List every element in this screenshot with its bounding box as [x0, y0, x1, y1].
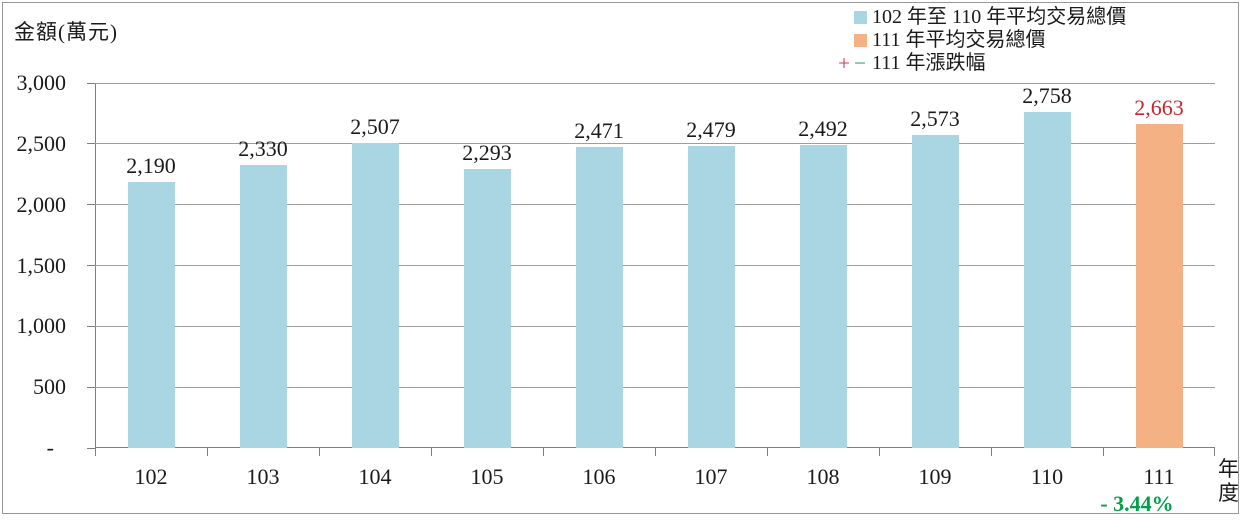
y-tick-label: 3,000 — [16, 70, 67, 95]
y-tick-mark — [87, 143, 95, 145]
x-tick-mark — [655, 448, 656, 456]
x-tick-mark — [1214, 448, 1215, 456]
x-tick-label: 106 — [582, 464, 616, 489]
plus-marker-icon: + — [838, 51, 850, 75]
x-tick-label: 107 — [694, 464, 728, 489]
x-tick-label: 102 — [134, 464, 168, 489]
gridline — [95, 82, 1215, 84]
legend-item-average-111: 111 年平均交易總價 — [836, 29, 1126, 52]
y-axis-line — [95, 83, 96, 456]
bar-year-107 — [687, 146, 735, 448]
y-tick-label: - — [46, 435, 54, 460]
y-tick-label: 2,000 — [16, 191, 67, 217]
legend-label: 111 年漲跌幅 — [872, 52, 986, 74]
x-tick-mark — [767, 448, 768, 456]
plot-area: 3,000 2,500 2,000 1,500 1,000 500 - 2,190 102 2,3… — [17, 71, 1215, 489]
x-tick-label: 104 — [358, 464, 392, 489]
bar-value-label: 2,471 — [574, 118, 624, 144]
bar-value-label: 2,573 — [910, 105, 960, 131]
x-tick-label: 108 — [806, 464, 840, 489]
y-tick-mark — [87, 447, 95, 449]
bar-year-105 — [463, 169, 511, 448]
blue-swatch-icon — [854, 11, 867, 24]
change-percent-annotation: - 3.44% — [1100, 491, 1174, 516]
gridline — [95, 325, 1215, 327]
bar-year-108 — [799, 144, 847, 448]
bar-year-109 — [911, 134, 959, 448]
x-tick-label: 103 — [246, 464, 280, 489]
bar-value-label: 2,293 — [462, 140, 512, 166]
bar-value-label: 2,492 — [798, 115, 848, 141]
x-tick-mark — [431, 448, 432, 456]
y-tick-mark — [87, 265, 95, 266]
bar-value-label: 2,758 — [1022, 83, 1072, 109]
x-axis-line — [95, 447, 1215, 448]
bar-value-label: 2,479 — [686, 117, 736, 143]
x-axis-title: 年度 — [1218, 457, 1239, 505]
gridline — [95, 204, 1215, 206]
bar-year-102 — [127, 181, 175, 448]
gridline — [95, 143, 1215, 145]
minus-marker-icon: − — [854, 51, 866, 75]
gridline — [95, 386, 1215, 388]
bar-year-106 — [575, 147, 623, 448]
y-axis-title: 金額(萬元) — [14, 20, 118, 44]
legend-label: 111 年平均交易總價 — [872, 29, 1046, 51]
bar-value-label: 2,507 — [350, 113, 400, 139]
x-tick-mark — [1103, 448, 1104, 456]
bar-year-103 — [239, 164, 287, 448]
legend-label: 102 年至 110 年平均交易總價 — [872, 6, 1127, 28]
x-tick-mark — [543, 448, 544, 456]
legend: 102 年至 110 年平均交易總價 111 年平均交易總價 + − 111 年… — [836, 6, 1126, 75]
y-tick-mark — [87, 204, 95, 206]
x-tick-mark — [319, 448, 320, 456]
y-tick-mark — [87, 386, 95, 388]
legend-item-average-102-110: 102 年至 110 年平均交易總價 — [836, 6, 1126, 29]
y-tick-mark — [87, 325, 95, 327]
x-tick-mark — [991, 448, 992, 456]
bar-value-label: 2,190 — [126, 152, 176, 178]
y-tick-label: 1,500 — [16, 252, 67, 278]
y-tick-label: 1,000 — [16, 313, 67, 339]
legend-item-change-111: + − 111 年漲跌幅 — [836, 52, 1126, 75]
y-tick-mark — [87, 82, 95, 84]
x-tick-label: 105 — [470, 464, 504, 489]
x-tick-mark — [95, 448, 96, 456]
x-tick-mark — [879, 448, 880, 456]
gridline — [95, 265, 1215, 266]
y-tick-label: 500 — [33, 374, 66, 400]
bar-year-104 — [351, 142, 399, 448]
x-tick-label: 110 — [1030, 464, 1064, 489]
orange-swatch-icon — [854, 34, 867, 47]
x-tick-mark — [207, 448, 208, 456]
bar-year-111 — [1135, 124, 1183, 448]
y-tick-label: 2,500 — [16, 130, 67, 156]
bar-value-label: 2,330 — [238, 135, 288, 161]
x-tick-label: 109 — [918, 464, 952, 489]
bar-value-label: 2,663 — [1134, 95, 1184, 120]
bar-year-110 — [1023, 112, 1071, 448]
x-tick-label: 111 — [1143, 464, 1175, 489]
